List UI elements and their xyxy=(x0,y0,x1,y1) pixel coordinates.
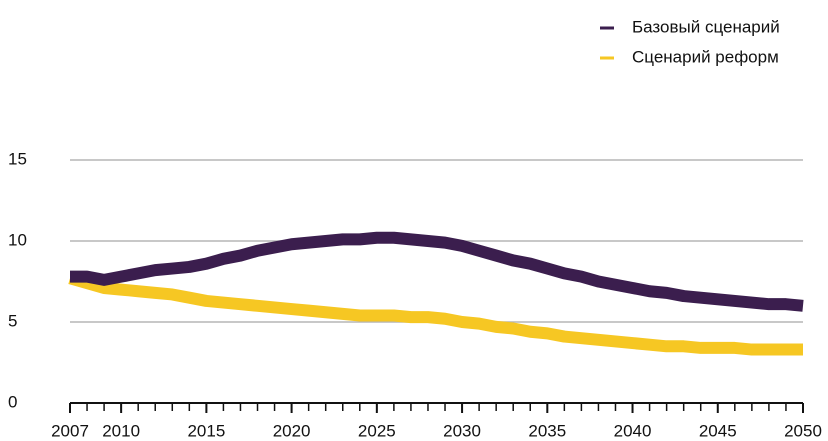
y-tick-label: 5 xyxy=(8,311,17,330)
legend-label: Базовый сценарий xyxy=(632,17,780,36)
series-line xyxy=(68,272,803,356)
legend-label: Сценарий реформ xyxy=(632,47,779,66)
y-tick-label: 0 xyxy=(8,392,17,411)
y-tick-label: 10 xyxy=(8,230,27,249)
x-tick-label: 2025 xyxy=(358,421,396,440)
x-tick-label: 2015 xyxy=(187,421,225,440)
series-line xyxy=(70,231,804,312)
x-tick-label: 2020 xyxy=(273,421,311,440)
x-tick-label: 2010 xyxy=(102,421,140,440)
x-tick-label: 2035 xyxy=(528,421,566,440)
x-tick-label: 2030 xyxy=(443,421,481,440)
x-tick-label: 2050 xyxy=(784,421,822,440)
x-tick-label: 2007 xyxy=(51,421,89,440)
x-tick-label: 2040 xyxy=(614,421,652,440)
y-tick-label: 15 xyxy=(8,149,27,168)
x-tick-label: 2045 xyxy=(699,421,737,440)
